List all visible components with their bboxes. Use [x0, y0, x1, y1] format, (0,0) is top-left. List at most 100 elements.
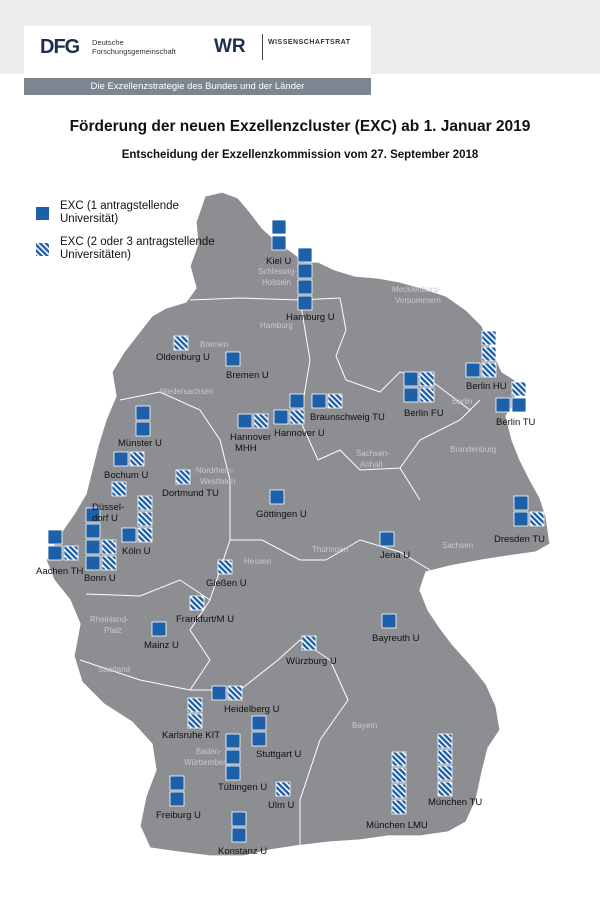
city-label: Frankfurt/M U — [176, 614, 234, 625]
exc-marker-solid — [85, 539, 101, 555]
city-label: Mainz U — [144, 640, 179, 651]
exc-marker-hatched — [275, 781, 291, 797]
legend-solid-line2: Universität) — [60, 213, 119, 225]
exc-marker-solid — [297, 263, 313, 279]
region-label: Hamburg — [260, 321, 293, 330]
exc-marker-solid — [403, 371, 419, 387]
exc-marker-hatched — [101, 539, 117, 555]
exc-marker-solid — [211, 685, 227, 701]
germany-shape — [45, 191, 551, 857]
exc-marker-hatched — [391, 751, 407, 767]
region-label: Anhalt — [360, 460, 383, 469]
exc-marker-solid — [47, 529, 63, 545]
exc-marker-hatched — [137, 511, 153, 527]
region-label: Thüringen — [312, 545, 348, 554]
exc-marker-solid — [271, 235, 287, 251]
exc-marker-solid — [251, 731, 267, 747]
exc-marker-solid — [465, 362, 481, 378]
exc-marker-hatched — [529, 511, 545, 527]
logo-box — [24, 26, 371, 76]
exc-marker-hatched — [419, 387, 435, 403]
exc-marker-solid — [297, 247, 313, 263]
exc-marker-hatched — [63, 545, 79, 561]
city-label: Bochum U — [104, 470, 148, 481]
region-label: Bremen — [200, 340, 228, 349]
city-label: Oldenburg U — [156, 352, 210, 363]
city-label: Ulm U — [268, 800, 295, 811]
city-label: Dortmund TU — [162, 488, 219, 499]
city-label: Berlin FU — [404, 408, 444, 419]
city-label: Bremen U — [226, 370, 269, 381]
region-labels: Schleswig- Holstein Hamburg Mecklenburg-… — [90, 267, 496, 767]
region-label: Württemberg — [184, 758, 230, 767]
legend-hatched-line1: EXC (2 oder 3 antragstellende — [60, 236, 215, 248]
region-label: Vorpommern — [395, 296, 441, 305]
exc-marker-solid — [231, 827, 247, 843]
exc-marker-hatched — [217, 559, 233, 575]
city-label: Dresden TU — [494, 534, 545, 545]
region-label: Sachsen- — [356, 449, 390, 458]
city-label: Würzburg U — [286, 656, 337, 667]
region-label: Pfalz — [104, 626, 122, 635]
region-label: Holstein — [262, 278, 291, 287]
exc-marker-solid — [225, 351, 241, 367]
wr-logo-separator — [262, 34, 263, 60]
exc-marker-hatched — [189, 595, 205, 611]
exc-marker-solid — [85, 507, 101, 523]
page-title: Förderung der neuen Exzellenzcluster (EX… — [69, 118, 531, 135]
dfg-logo: DFG — [40, 36, 80, 58]
exc-marker-hatched — [227, 685, 243, 701]
city-label: München TU — [428, 797, 482, 808]
exc-marker-hatched — [391, 783, 407, 799]
exc-marker-solid — [381, 613, 397, 629]
exc-marker-solid — [135, 421, 151, 437]
exc-marker-solid — [269, 489, 285, 505]
exc-marker-hatched — [511, 381, 527, 397]
exc-marker-hatched — [481, 330, 497, 346]
city-label: München LMU — [366, 820, 428, 831]
dfg-logo-subtitle: Deutsche Forschungsgemeinschaft — [92, 38, 176, 56]
city-label: Hannover — [230, 432, 271, 443]
exc-marker-solid — [297, 295, 313, 311]
region-label: Schleswig- — [258, 267, 297, 276]
exc-marker-solid — [151, 621, 167, 637]
exc-marker-hatched — [129, 451, 145, 467]
exc-marker-solid — [85, 555, 101, 571]
exc-marker-solid — [379, 531, 395, 547]
city-label: Hamburg U — [286, 312, 335, 323]
city-label: Karlsruhe KIT — [162, 730, 220, 741]
region-label: Brandenburg — [450, 445, 496, 454]
exc-markers — [47, 219, 545, 843]
exc-marker-solid — [513, 511, 529, 527]
region-label: Westfalen — [200, 477, 235, 486]
city-label: Braunschweig TU — [310, 412, 385, 423]
exc-marker-solid — [495, 397, 511, 413]
exc-marker-solid — [225, 749, 241, 765]
region-label: Saarland — [98, 665, 130, 674]
exc-marker-solid — [289, 393, 305, 409]
region-label: Bayern — [352, 721, 377, 730]
exc-marker-hatched — [173, 335, 189, 351]
exc-marker-solid — [225, 765, 241, 781]
legend-solid-line1: EXC (1 antragstellende — [60, 200, 179, 212]
city-label: MHH — [235, 443, 257, 454]
exc-marker-solid — [403, 387, 419, 403]
city-label: Jena U — [380, 550, 410, 561]
exc-marker-hatched — [437, 733, 453, 749]
city-label: Göttingen U — [256, 509, 307, 520]
city-label: Bonn U — [84, 573, 116, 584]
city-label: Münster U — [118, 438, 162, 449]
region-label: Baden- — [196, 747, 222, 756]
exc-marker-hatched — [175, 469, 191, 485]
dfg-subtitle-line1: Deutsche — [92, 38, 124, 47]
exc-marker-solid — [113, 451, 129, 467]
city-label: Konstanz U — [218, 846, 267, 857]
exc-marker-hatched — [481, 346, 497, 362]
city-label: Gießen U — [206, 578, 247, 589]
city-label: dorf U — [92, 513, 118, 524]
region-label: Berlin — [452, 397, 472, 406]
city-label: Freiburg U — [156, 810, 201, 821]
strategy-strip: Die Exzellenzstrategie des Bundes und de… — [24, 78, 371, 95]
exc-marker-solid — [169, 791, 185, 807]
exc-marker-solid — [297, 279, 313, 295]
